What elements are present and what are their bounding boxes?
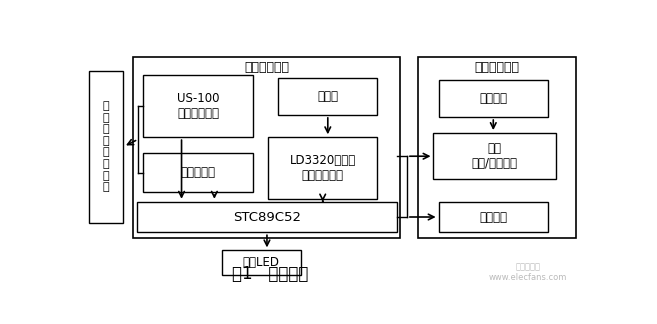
Text: 机械驱动部分: 机械驱动部分: [474, 61, 520, 74]
Text: 光亮传感器: 光亮传感器: [181, 166, 215, 179]
Bar: [278, 78, 377, 115]
Text: 常开开关: 常开开关: [480, 92, 507, 105]
Bar: [89, 71, 124, 223]
Bar: [439, 80, 548, 117]
Bar: [143, 153, 253, 192]
Bar: [221, 250, 300, 275]
Text: 电子发烧友
www.elecfans.com: 电子发烧友 www.elecfans.com: [488, 263, 567, 282]
Text: 工
作
状
态
显
示
灯
屏: 工 作 状 态 显 示 灯 屏: [102, 101, 109, 192]
Bar: [439, 202, 548, 232]
Text: 运动电机: 运动电机: [480, 211, 507, 224]
Bar: [434, 133, 556, 179]
Text: 桶盖
开启/关闭电机: 桶盖 开启/关闭电机: [472, 142, 518, 170]
Text: US-100
超声波传感器: US-100 超声波传感器: [177, 92, 219, 120]
Text: 麦克风: 麦克风: [317, 90, 338, 103]
Text: 照明LED: 照明LED: [242, 256, 280, 269]
Bar: [133, 57, 400, 237]
Bar: [137, 202, 397, 232]
Bar: [143, 75, 253, 137]
Bar: [419, 57, 576, 237]
Text: 数据采集部分: 数据采集部分: [244, 61, 289, 74]
Bar: [268, 137, 377, 199]
Text: STC89C52: STC89C52: [233, 211, 301, 224]
Text: 图1   系统结构: 图1 系统结构: [233, 265, 309, 283]
Text: LD3320非特定
语音识别模块: LD3320非特定 语音识别模块: [290, 154, 356, 182]
